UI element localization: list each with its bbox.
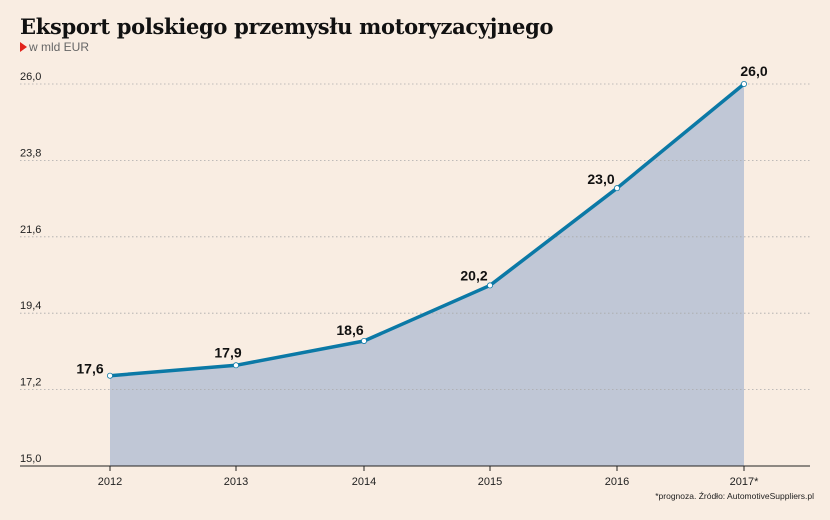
- x-tick-label: 2016: [605, 476, 629, 488]
- chart-title: Eksport polskiego przemysłu motoryzacyjn…: [20, 14, 554, 39]
- data-point: [360, 337, 367, 344]
- x-tick-label: 2015: [478, 476, 502, 488]
- data-point: [232, 362, 239, 369]
- x-tick-label: 2013: [224, 476, 248, 488]
- data-point: [741, 81, 748, 88]
- data-point: [614, 185, 621, 192]
- data-label: 18,6: [336, 322, 363, 338]
- chart-subtitle: w mld EUR: [20, 40, 89, 54]
- triangle-marker-icon: [20, 42, 27, 52]
- y-tick-label: 19,4: [20, 300, 41, 312]
- y-tick-label: 17,2: [20, 377, 41, 389]
- data-point: [486, 282, 493, 289]
- y-tick-label: 21,6: [20, 224, 41, 236]
- source-note: *prognoza. Źródło: AutomotiveSuppliers.p…: [655, 491, 814, 501]
- area-fill: [110, 84, 744, 466]
- data-label: 17,6: [76, 361, 103, 377]
- data-label: 17,9: [214, 344, 241, 360]
- x-tick-label: 2017*: [730, 476, 759, 488]
- y-tick-label: 26,0: [20, 71, 41, 83]
- data-label: 26,0: [740, 63, 767, 79]
- series-line: [109, 82, 746, 378]
- y-tick-label: 23,8: [20, 147, 41, 159]
- data-point: [107, 372, 114, 379]
- unit-label: w mld EUR: [29, 40, 90, 54]
- data-label: 23,0: [587, 171, 614, 187]
- x-tick-label: 2014: [352, 476, 376, 488]
- data-label: 20,2: [460, 267, 487, 283]
- y-tick-label: 15,0: [20, 453, 41, 465]
- x-tick-label: 2012: [98, 476, 122, 488]
